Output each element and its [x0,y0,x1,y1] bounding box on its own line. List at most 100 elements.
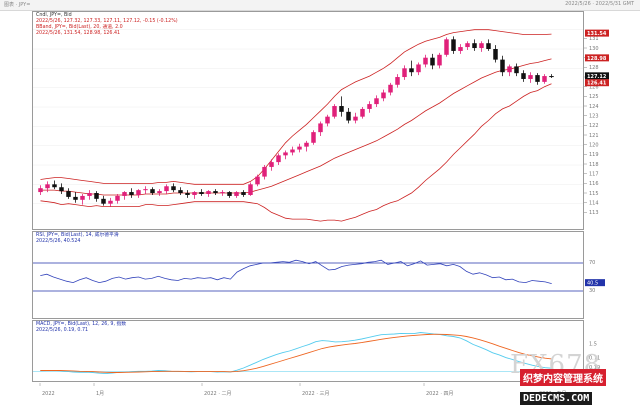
price-badge-label: 127.12 [587,74,607,80]
price-legend-line-4: 2022/5/26, 131.54, 128.98, 126.41 [36,31,121,36]
candle-body [248,184,253,195]
price-legend-line-2: 2022/5/26, 127.32, 127.33, 127.11, 127.1… [36,19,178,24]
macd-legend: MACD, JPY=, Bid(Last), 12, 26, 9, 指数 202… [36,322,126,334]
macd-legend-line-2: 2022/5/26, 0.19, 0.71 [36,328,89,333]
candle-body [108,200,113,204]
y-tick-label: 0.71 [589,356,600,362]
y-tick-label: 123 [589,113,599,119]
candle-body [129,192,134,195]
candle-body [94,193,99,199]
candle-body [136,190,141,195]
candle-body [213,191,218,194]
candle-body [311,132,316,143]
price-badge-label: 128.98 [587,56,607,62]
price-legend-line-1: Cndl, JPY=, Bid [36,13,72,18]
candle-body [353,116,358,121]
site-stamp-line-1: 织梦内容管理系统 [520,369,606,386]
x-tick-label: 1月 [96,391,104,397]
price-chart-svg [33,29,583,222]
price-y-axis: 1311301291281271261251241231221211201191… [584,29,609,216]
price-badge-label: 131.54 [587,31,607,37]
candle-body [465,43,470,48]
y-tick-label: 124 [589,104,599,110]
bband-line-lower [40,83,552,222]
candle-body [73,196,78,200]
candle-body [318,123,323,133]
candle-body [150,189,155,194]
rsi-chart-svg [33,259,583,292]
y-tick-label: 113 [589,210,599,216]
price-legend: Cndl, JPY=, Bid 2022/5/26, 127.32, 127.3… [36,13,178,37]
bband-line-upper [40,29,552,185]
y-tick-label: 125 [589,94,599,100]
x-tick-label: 2022 · 三月 [302,391,330,397]
candle-body [500,59,505,73]
candle-body [80,195,85,200]
candle-body [325,116,330,124]
y-tick-label: 114 [589,200,599,206]
candle-body [493,49,498,60]
candle-body [402,68,407,78]
candle-body [360,108,365,117]
site-stamp-line-2: DEDECMS.COM [520,392,593,405]
rsi-legend-line-2: 2022/5/26, 40.524 [36,239,81,244]
title-bar: 图表 · JPY= 2022/5/26 · 2022/5/31 GMT [0,0,640,11]
candle-body [528,75,533,79]
y-tick-label: 117 [589,171,599,177]
candle-body [276,155,281,163]
candle-body [199,192,204,194]
y-tick-label: 130 [589,46,599,52]
price-badge [585,72,609,80]
rsi-pane[interactable] [32,231,584,319]
price-badge-label: 126.41 [587,81,607,87]
candle-body [423,57,428,65]
candle-body [514,66,519,74]
candle-body [444,39,449,55]
candle-body [164,186,169,192]
y-tick-label: 116 [589,181,599,187]
candle-body [241,192,246,195]
candle-body [178,190,183,194]
window-date-range: 2022/5/26 · 2022/5/31 GMT [565,1,634,7]
price-badge [585,79,609,87]
site-stamp: 织梦内容管理系统 DEDECMS.COM [520,367,638,405]
price-pane[interactable] [32,11,584,230]
y-tick-label: 115 [589,191,599,197]
candle-body [101,198,106,204]
candle-body [206,191,211,194]
candle-body [486,43,491,49]
candle-body [185,193,190,195]
rsi-value-label: 40.5 [587,281,598,287]
rsi-legend-line-1: RSI, JPY=, Bid(Last), 14, 威尔德平滑 [36,233,119,238]
candle-body [332,106,337,117]
candle-body [262,166,267,177]
y-tick-label: 1.5 [589,342,597,348]
candle-body [416,64,421,73]
candle-body [304,142,309,147]
candle-body [521,73,526,79]
candle-body [59,187,64,192]
candle-body [542,76,547,82]
macd-pane[interactable] [32,320,584,382]
candle-body [507,66,512,73]
y-tick-label: 122 [589,123,599,129]
candle-body [157,191,162,194]
candle-body [479,43,484,49]
y-tick-label: 128 [589,65,599,71]
rsi-value-badge [585,279,605,287]
y-tick-label: 131 [589,36,599,42]
candle-body [472,43,477,49]
candle-body [122,192,127,196]
candle-body [171,186,176,191]
y-tick-label: 120 [589,142,599,148]
candle-body [430,57,435,66]
y-tick-label: 0.19 [589,365,600,371]
candle-body [346,111,351,121]
price-badge [585,29,609,37]
candle-body [535,75,540,82]
candle-body [367,104,372,109]
x-tick-label: 2022 · 四月 [426,391,454,397]
candle-body [381,92,386,99]
candle-body [52,184,57,188]
